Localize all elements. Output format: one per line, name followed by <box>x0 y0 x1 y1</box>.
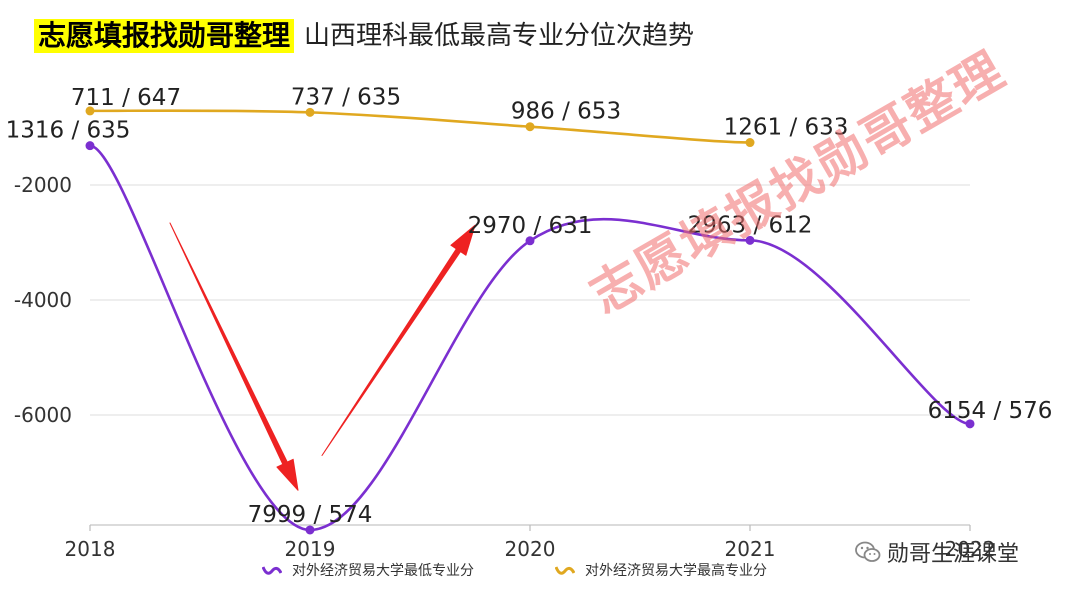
data-label: 711 / 647 <box>71 85 181 111</box>
x-tick-label: 2020 <box>505 537 556 561</box>
data-point <box>525 236 535 246</box>
label-layer: 1316 / 635 7999 / 574 2970 / 631 2963 / 612… <box>6 84 1053 528</box>
data-point <box>85 141 95 151</box>
brand-label: 志愿填报找勋哥整理 <box>34 19 295 53</box>
y-tick-label: -6000 <box>14 403 72 427</box>
data-label: 1261 / 633 <box>724 115 849 141</box>
y-tick-label: -4000 <box>14 288 72 312</box>
grid-layer <box>90 184 970 416</box>
series-layer <box>85 106 975 535</box>
legend-line-icon <box>555 566 575 575</box>
x-tick-label: 2018 <box>65 537 116 561</box>
data-label: 1316 / 635 <box>6 118 131 144</box>
wechat-icon <box>855 541 881 562</box>
axis-layer: -2000 -4000 -6000 2018 2019 2020 2021 2022 <box>14 173 996 561</box>
legend-label-max: 对外经济贸易大学最高专业分 <box>585 563 767 579</box>
data-label: 737 / 635 <box>291 84 401 110</box>
legend-label-min: 对外经济贸易大学最低专业分 <box>292 563 474 579</box>
wechat-account: 勋哥生涯课堂 <box>855 536 1019 568</box>
data-point <box>745 235 755 245</box>
data-point <box>525 122 535 132</box>
data-point <box>305 107 315 117</box>
x-tick-label: 2022 <box>945 537 996 561</box>
data-label: 7999 / 574 <box>248 502 373 528</box>
legend-line-icon <box>262 566 282 575</box>
red-arrow <box>169 222 299 491</box>
series-line <box>89 109 751 144</box>
series-line <box>89 144 971 532</box>
legend: 对外经济贸易大学最低专业分 对外经济贸易大学最高专业分 <box>0 560 1080 586</box>
data-label: 2970 / 631 <box>468 213 593 239</box>
data-point <box>305 525 315 535</box>
data-label: 6154 / 576 <box>928 398 1053 424</box>
x-tick-label: 2021 <box>725 537 776 561</box>
data-point <box>745 138 755 148</box>
red-arrow <box>321 224 476 456</box>
legend-item-min[interactable]: 对外经济贸易大学最低专业分 <box>262 560 474 580</box>
data-point <box>85 106 95 116</box>
x-tick-label: 2019 <box>285 537 336 561</box>
chart-title-bar: 志愿填报找勋哥整理 山西理科最低最高专业分位次趋势 <box>34 18 694 54</box>
arrow-layer <box>169 222 476 491</box>
y-tick-label: -2000 <box>14 173 72 197</box>
data-point <box>965 419 975 429</box>
data-label: 986 / 653 <box>511 99 621 125</box>
data-label: 2963 / 612 <box>688 212 813 238</box>
chart-title: 山西理科最低最高专业分位次趋势 <box>304 21 695 51</box>
wechat-label: 勋哥生涯课堂 <box>887 542 1020 567</box>
legend-item-max[interactable]: 对外经济贸易大学最高专业分 <box>555 560 767 580</box>
